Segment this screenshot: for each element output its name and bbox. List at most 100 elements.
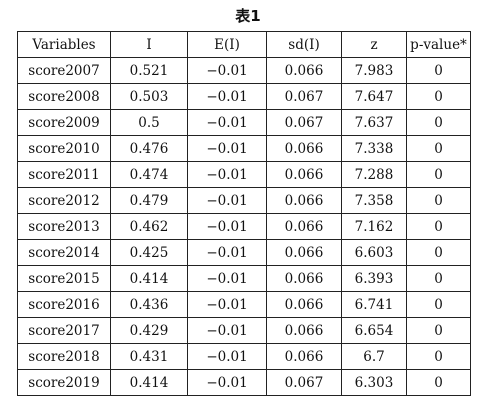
cell-p-value: 0: [406, 265, 471, 292]
header-expected-i: E(I): [187, 31, 267, 58]
table-row: score2007 0.521 −0.01 0.066 7.983 0: [17, 57, 471, 84]
cell-i: 0.429: [110, 317, 188, 344]
cell-expected-i: −0.01: [187, 317, 267, 344]
table-row: score2019 0.414 −0.01 0.067 6.303 0: [17, 369, 471, 396]
cell-i: 0.474: [110, 161, 188, 188]
table-row: score2012 0.479 −0.01 0.066 7.358 0: [17, 187, 471, 214]
cell-i: 0.414: [110, 265, 188, 292]
cell-sd-i: 0.066: [266, 213, 342, 240]
cell-z: 7.983: [341, 57, 407, 84]
cell-expected-i: −0.01: [187, 161, 267, 188]
table-row: score2018 0.431 −0.01 0.066 6.7 0: [17, 343, 471, 370]
cell-p-value: 0: [406, 161, 471, 188]
table-row: score2013 0.462 −0.01 0.066 7.162 0: [17, 213, 471, 240]
table-row: score2014 0.425 −0.01 0.066 6.603 0: [17, 239, 471, 266]
cell-z: 7.358: [341, 187, 407, 214]
cell-variable: score2008: [17, 83, 111, 110]
cell-expected-i: −0.01: [187, 135, 267, 162]
cell-p-value: 0: [406, 317, 471, 344]
table-row: score2011 0.474 −0.01 0.066 7.288 0: [17, 161, 471, 188]
cell-variable: score2019: [17, 369, 111, 396]
cell-expected-i: −0.01: [187, 369, 267, 396]
statistics-table: Variables I E(I) sd(I) z p-value* score2…: [17, 31, 471, 396]
cell-p-value: 0: [406, 135, 471, 162]
cell-i: 0.425: [110, 239, 188, 266]
cell-sd-i: 0.066: [266, 57, 342, 84]
cell-expected-i: −0.01: [187, 187, 267, 214]
cell-z: 6.741: [341, 291, 407, 318]
cell-i: 0.436: [110, 291, 188, 318]
cell-expected-i: −0.01: [187, 57, 267, 84]
cell-sd-i: 0.066: [266, 239, 342, 266]
header-z: z: [341, 31, 407, 58]
cell-variable: score2016: [17, 291, 111, 318]
cell-z: 7.338: [341, 135, 407, 162]
cell-expected-i: −0.01: [187, 83, 267, 110]
cell-expected-i: −0.01: [187, 239, 267, 266]
table-row: score2017 0.429 −0.01 0.066 6.654 0: [17, 317, 471, 344]
cell-z: 6.7: [341, 343, 407, 370]
cell-variable: score2014: [17, 239, 111, 266]
cell-sd-i: 0.067: [266, 109, 342, 136]
cell-sd-i: 0.067: [266, 83, 342, 110]
cell-expected-i: −0.01: [187, 343, 267, 370]
cell-z: 7.637: [341, 109, 407, 136]
cell-i: 0.521: [110, 57, 188, 84]
cell-i: 0.503: [110, 83, 188, 110]
cell-variable: score2007: [17, 57, 111, 84]
header-i: I: [110, 31, 188, 58]
cell-p-value: 0: [406, 239, 471, 266]
cell-expected-i: −0.01: [187, 213, 267, 240]
cell-sd-i: 0.066: [266, 187, 342, 214]
cell-variable: score2018: [17, 343, 111, 370]
header-row: Variables I E(I) sd(I) z p-value*: [17, 31, 471, 58]
cell-sd-i: 0.066: [266, 343, 342, 370]
cell-i: 0.479: [110, 187, 188, 214]
cell-p-value: 0: [406, 187, 471, 214]
cell-sd-i: 0.066: [266, 265, 342, 292]
cell-variable: score2012: [17, 187, 111, 214]
cell-z: 7.162: [341, 213, 407, 240]
cell-sd-i: 0.067: [266, 369, 342, 396]
cell-sd-i: 0.066: [266, 291, 342, 318]
cell-p-value: 0: [406, 83, 471, 110]
table-row: score2015 0.414 −0.01 0.066 6.393 0: [17, 265, 471, 292]
cell-variable: score2011: [17, 161, 111, 188]
table-caption: 表1: [235, 7, 261, 25]
cell-expected-i: −0.01: [187, 265, 267, 292]
cell-i: 0.431: [110, 343, 188, 370]
cell-p-value: 0: [406, 213, 471, 240]
cell-sd-i: 0.066: [266, 161, 342, 188]
cell-sd-i: 0.066: [266, 135, 342, 162]
cell-variable: score2017: [17, 317, 111, 344]
header-variables: Variables: [17, 31, 111, 58]
cell-p-value: 0: [406, 57, 471, 84]
cell-variable: score2015: [17, 265, 111, 292]
cell-expected-i: −0.01: [187, 109, 267, 136]
cell-p-value: 0: [406, 109, 471, 136]
cell-p-value: 0: [406, 291, 471, 318]
cell-i: 0.462: [110, 213, 188, 240]
cell-i: 0.476: [110, 135, 188, 162]
cell-i: 0.5: [110, 109, 188, 136]
table-row: score2008 0.503 −0.01 0.067 7.647 0: [17, 83, 471, 110]
cell-z: 7.288: [341, 161, 407, 188]
table-row: score2010 0.476 −0.01 0.066 7.338 0: [17, 135, 471, 162]
cell-z: 7.647: [341, 83, 407, 110]
cell-z: 6.654: [341, 317, 407, 344]
cell-variable: score2009: [17, 109, 111, 136]
cell-z: 6.393: [341, 265, 407, 292]
header-sd-i: sd(I): [266, 31, 342, 58]
cell-z: 6.603: [341, 239, 407, 266]
cell-z: 6.303: [341, 369, 407, 396]
table-row: score2016 0.436 −0.01 0.066 6.741 0: [17, 291, 471, 318]
table-header: Variables I E(I) sd(I) z p-value*: [17, 31, 471, 58]
cell-p-value: 0: [406, 343, 471, 370]
cell-i: 0.414: [110, 369, 188, 396]
cell-p-value: 0: [406, 369, 471, 396]
cell-variable: score2010: [17, 135, 111, 162]
cell-variable: score2013: [17, 213, 111, 240]
table-body: score2007 0.521 −0.01 0.066 7.983 0 score2008 0…: [17, 57, 471, 396]
header-p-value: p-value*: [406, 31, 471, 58]
cell-sd-i: 0.066: [266, 317, 342, 344]
